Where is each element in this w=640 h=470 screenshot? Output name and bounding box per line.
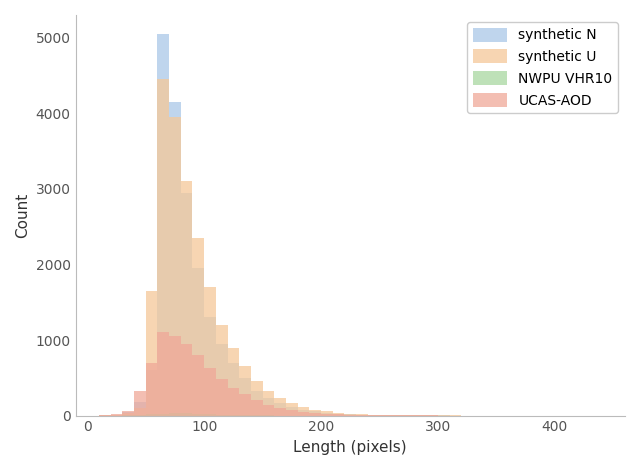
Bar: [356, 414, 368, 415]
Bar: [204, 287, 216, 415]
Bar: [122, 413, 134, 415]
Bar: [239, 367, 251, 415]
Bar: [169, 413, 180, 415]
Y-axis label: Count: Count: [15, 193, 30, 238]
Bar: [298, 409, 309, 415]
Bar: [251, 391, 262, 415]
Bar: [321, 414, 333, 415]
Bar: [193, 355, 204, 415]
Bar: [157, 414, 169, 415]
Bar: [321, 413, 333, 415]
X-axis label: Length (pixels): Length (pixels): [294, 440, 407, 455]
Bar: [227, 388, 239, 415]
Bar: [134, 391, 146, 415]
Bar: [180, 413, 193, 415]
Bar: [309, 413, 321, 415]
Bar: [298, 412, 309, 415]
Bar: [134, 408, 146, 415]
Bar: [262, 405, 275, 415]
Bar: [275, 398, 286, 415]
Bar: [169, 102, 180, 415]
Bar: [216, 325, 227, 415]
Bar: [286, 407, 298, 415]
Bar: [157, 332, 169, 415]
Bar: [275, 403, 286, 415]
Legend: synthetic N, synthetic U, NWPU VHR10, UCAS-AOD: synthetic N, synthetic U, NWPU VHR10, UC…: [467, 22, 618, 113]
Bar: [193, 268, 204, 415]
Bar: [122, 411, 134, 415]
Bar: [333, 414, 344, 415]
Bar: [262, 391, 275, 415]
Bar: [216, 344, 227, 415]
Bar: [204, 317, 216, 415]
Bar: [333, 414, 344, 415]
Bar: [146, 291, 157, 415]
Bar: [193, 414, 204, 415]
Bar: [286, 403, 298, 415]
Bar: [193, 238, 204, 415]
Bar: [122, 412, 134, 415]
Bar: [275, 408, 286, 415]
Bar: [169, 117, 180, 415]
Bar: [239, 378, 251, 415]
Bar: [344, 414, 356, 415]
Bar: [169, 336, 180, 415]
Bar: [239, 394, 251, 415]
Bar: [298, 407, 309, 415]
Bar: [146, 370, 157, 415]
Bar: [216, 379, 227, 415]
Bar: [146, 363, 157, 415]
Bar: [134, 402, 146, 415]
Bar: [333, 413, 344, 415]
Bar: [204, 368, 216, 415]
Bar: [227, 347, 239, 415]
Bar: [251, 381, 262, 415]
Bar: [180, 181, 193, 415]
Bar: [321, 411, 333, 415]
Bar: [286, 410, 298, 415]
Bar: [309, 409, 321, 415]
Bar: [227, 363, 239, 415]
Bar: [251, 400, 262, 415]
Bar: [262, 398, 275, 415]
Bar: [309, 411, 321, 415]
Bar: [157, 34, 169, 415]
Bar: [180, 344, 193, 415]
Bar: [180, 193, 193, 415]
Bar: [344, 414, 356, 415]
Bar: [157, 79, 169, 415]
